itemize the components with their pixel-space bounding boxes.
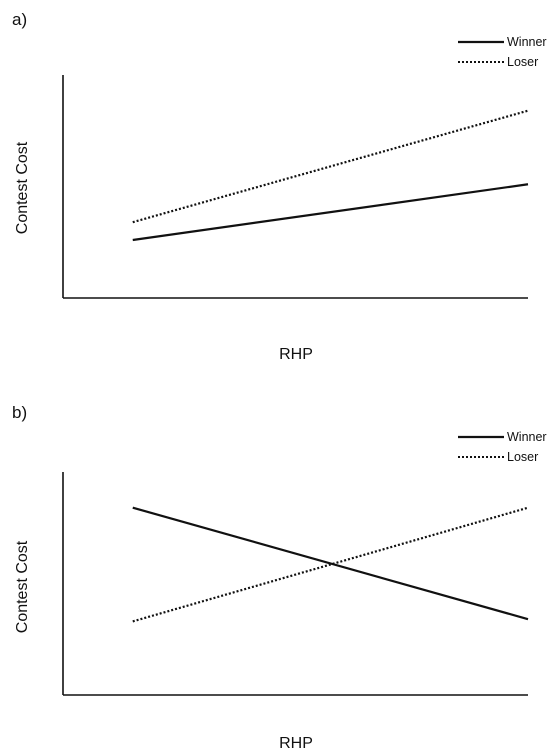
legend-a: Winner Loser	[458, 35, 547, 69]
series-line-a-loser	[132, 109, 529, 224]
chart-panel-b: b) Winner Loser Contest Cost RHP	[0, 378, 556, 756]
legend-b-loser-label: Loser	[507, 450, 538, 464]
chart-panel-a: a) Winner Loser Contest Cost RHP	[12, 10, 547, 363]
y-axis-title-a: Contest Cost	[14, 141, 31, 234]
panel-label-b: b)	[12, 403, 27, 422]
legend-a-winner-label: Winner	[507, 35, 547, 49]
legend-a-loser-label: Loser	[507, 55, 538, 69]
panel-label-a: a)	[12, 10, 27, 29]
series-line-a-winner	[132, 183, 529, 242]
chart-b-svg: b) Winner Loser Contest Cost RHP	[12, 403, 547, 752]
x-axis-title-b: RHP	[279, 735, 313, 752]
legend-b-winner-label: Winner	[507, 430, 547, 444]
y-axis-title-b: Contest Cost	[14, 540, 31, 633]
series-line-b-loser	[132, 506, 529, 623]
x-axis-title-a: RHP	[279, 346, 313, 363]
chart-a-svg: a) Winner Loser Contest Cost RHP	[12, 10, 547, 363]
legend-b: Winner Loser	[458, 430, 547, 464]
